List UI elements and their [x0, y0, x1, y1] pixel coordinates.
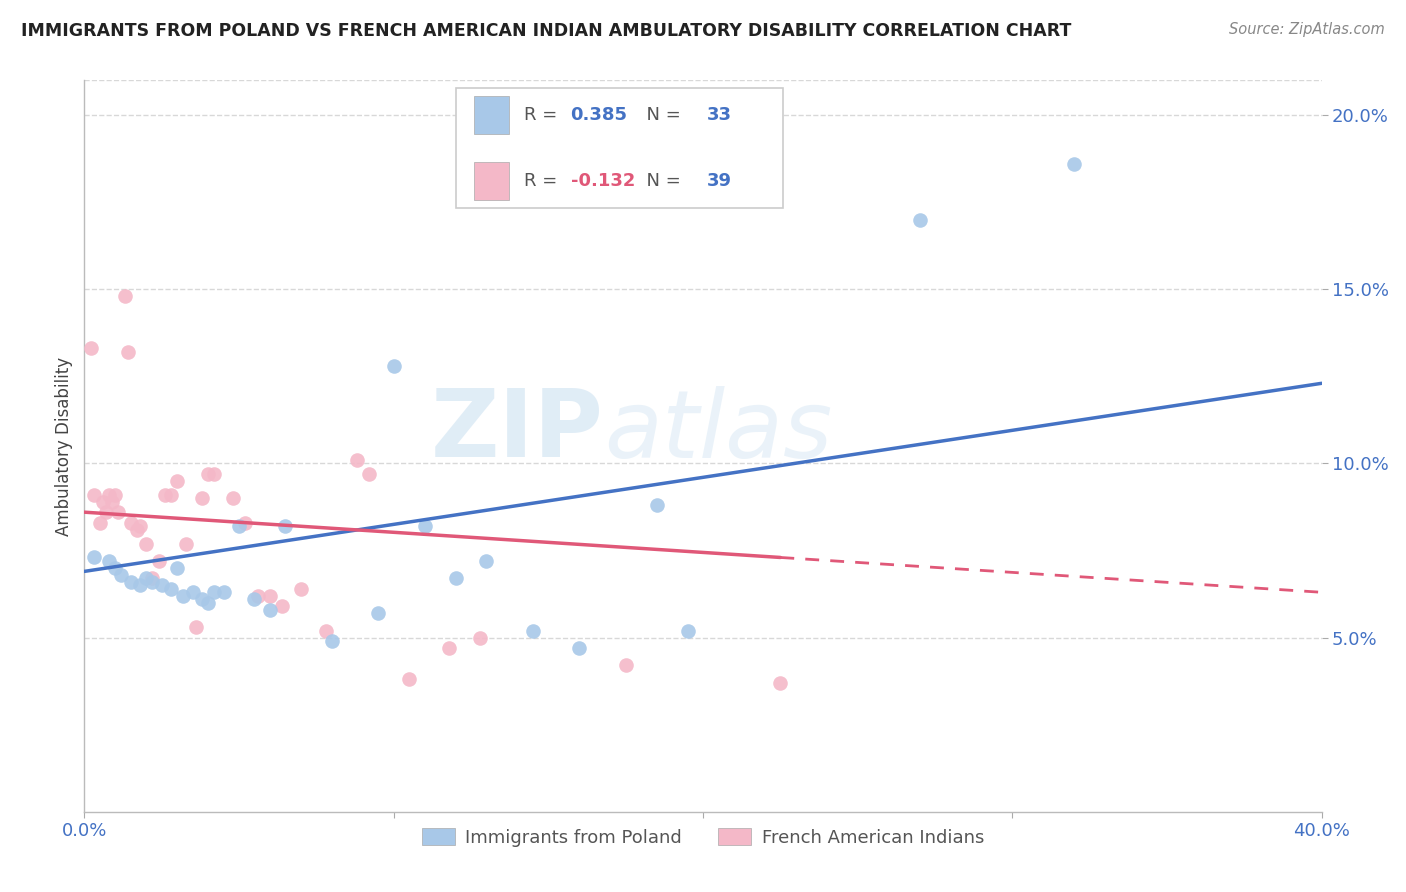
Point	[1063, 157, 1085, 171]
Point	[470, 631, 492, 645]
Point	[166, 474, 188, 488]
Text: ZIP: ZIP	[432, 385, 605, 477]
Point	[367, 606, 389, 620]
Point	[222, 491, 245, 506]
Point	[166, 561, 188, 575]
Point	[120, 516, 142, 530]
Text: R =: R =	[523, 172, 562, 190]
Point	[101, 494, 124, 508]
Point	[259, 603, 281, 617]
Point	[568, 640, 591, 655]
Point	[191, 592, 214, 607]
FancyBboxPatch shape	[456, 87, 783, 209]
Point	[212, 585, 235, 599]
Point	[110, 567, 132, 582]
Point	[91, 494, 114, 508]
Point	[202, 467, 225, 481]
Point	[769, 676, 792, 690]
Text: -0.132: -0.132	[571, 172, 636, 190]
Point	[413, 519, 436, 533]
Point	[475, 554, 498, 568]
Point	[94, 505, 117, 519]
Point	[83, 488, 105, 502]
Point	[676, 624, 699, 638]
Point	[104, 488, 127, 502]
Point	[98, 488, 121, 502]
Point	[522, 624, 544, 638]
Point	[191, 491, 214, 506]
Point	[202, 585, 225, 599]
Point	[315, 624, 337, 638]
Point	[197, 467, 219, 481]
Point	[129, 519, 152, 533]
Point	[160, 582, 183, 596]
Text: 33: 33	[707, 106, 731, 124]
Point	[271, 599, 294, 614]
Point	[243, 592, 266, 607]
Point	[274, 519, 297, 533]
Point	[176, 536, 198, 550]
Point	[259, 589, 281, 603]
Point	[444, 571, 467, 585]
Point	[160, 488, 183, 502]
Point	[645, 498, 668, 512]
FancyBboxPatch shape	[474, 96, 509, 134]
Point	[141, 571, 163, 585]
Point	[79, 342, 101, 356]
Point	[83, 550, 105, 565]
Point	[197, 596, 219, 610]
Point	[135, 571, 157, 585]
Point	[233, 516, 256, 530]
Point	[153, 488, 176, 502]
Point	[357, 467, 380, 481]
Text: atlas: atlas	[605, 386, 832, 477]
Text: IMMIGRANTS FROM POLAND VS FRENCH AMERICAN INDIAN AMBULATORY DISABILITY CORRELATI: IMMIGRANTS FROM POLAND VS FRENCH AMERICA…	[21, 22, 1071, 40]
Point	[89, 516, 111, 530]
Text: R =: R =	[523, 106, 562, 124]
Point	[346, 453, 368, 467]
Text: N =: N =	[636, 172, 686, 190]
Point	[228, 519, 250, 533]
Point	[148, 554, 170, 568]
Point	[321, 634, 343, 648]
Text: Source: ZipAtlas.com: Source: ZipAtlas.com	[1229, 22, 1385, 37]
Point	[150, 578, 173, 592]
Text: 39: 39	[707, 172, 731, 190]
Point	[181, 585, 204, 599]
Point	[141, 574, 163, 589]
Point	[246, 589, 269, 603]
Point	[135, 536, 157, 550]
Point	[439, 640, 461, 655]
Point	[104, 561, 127, 575]
Point	[98, 554, 121, 568]
Point	[614, 658, 637, 673]
Point	[290, 582, 312, 596]
Point	[908, 212, 931, 227]
Point	[120, 574, 142, 589]
Text: N =: N =	[636, 106, 686, 124]
Text: 0.385: 0.385	[571, 106, 627, 124]
FancyBboxPatch shape	[474, 161, 509, 200]
Point	[114, 289, 136, 303]
Point	[184, 620, 207, 634]
Point	[125, 523, 148, 537]
Point	[129, 578, 152, 592]
Legend: Immigrants from Poland, French American Indians: Immigrants from Poland, French American …	[415, 822, 991, 854]
Y-axis label: Ambulatory Disability: Ambulatory Disability	[55, 357, 73, 535]
Point	[382, 359, 405, 373]
Point	[107, 505, 129, 519]
Point	[172, 589, 194, 603]
Point	[117, 345, 139, 359]
Point	[398, 673, 420, 687]
